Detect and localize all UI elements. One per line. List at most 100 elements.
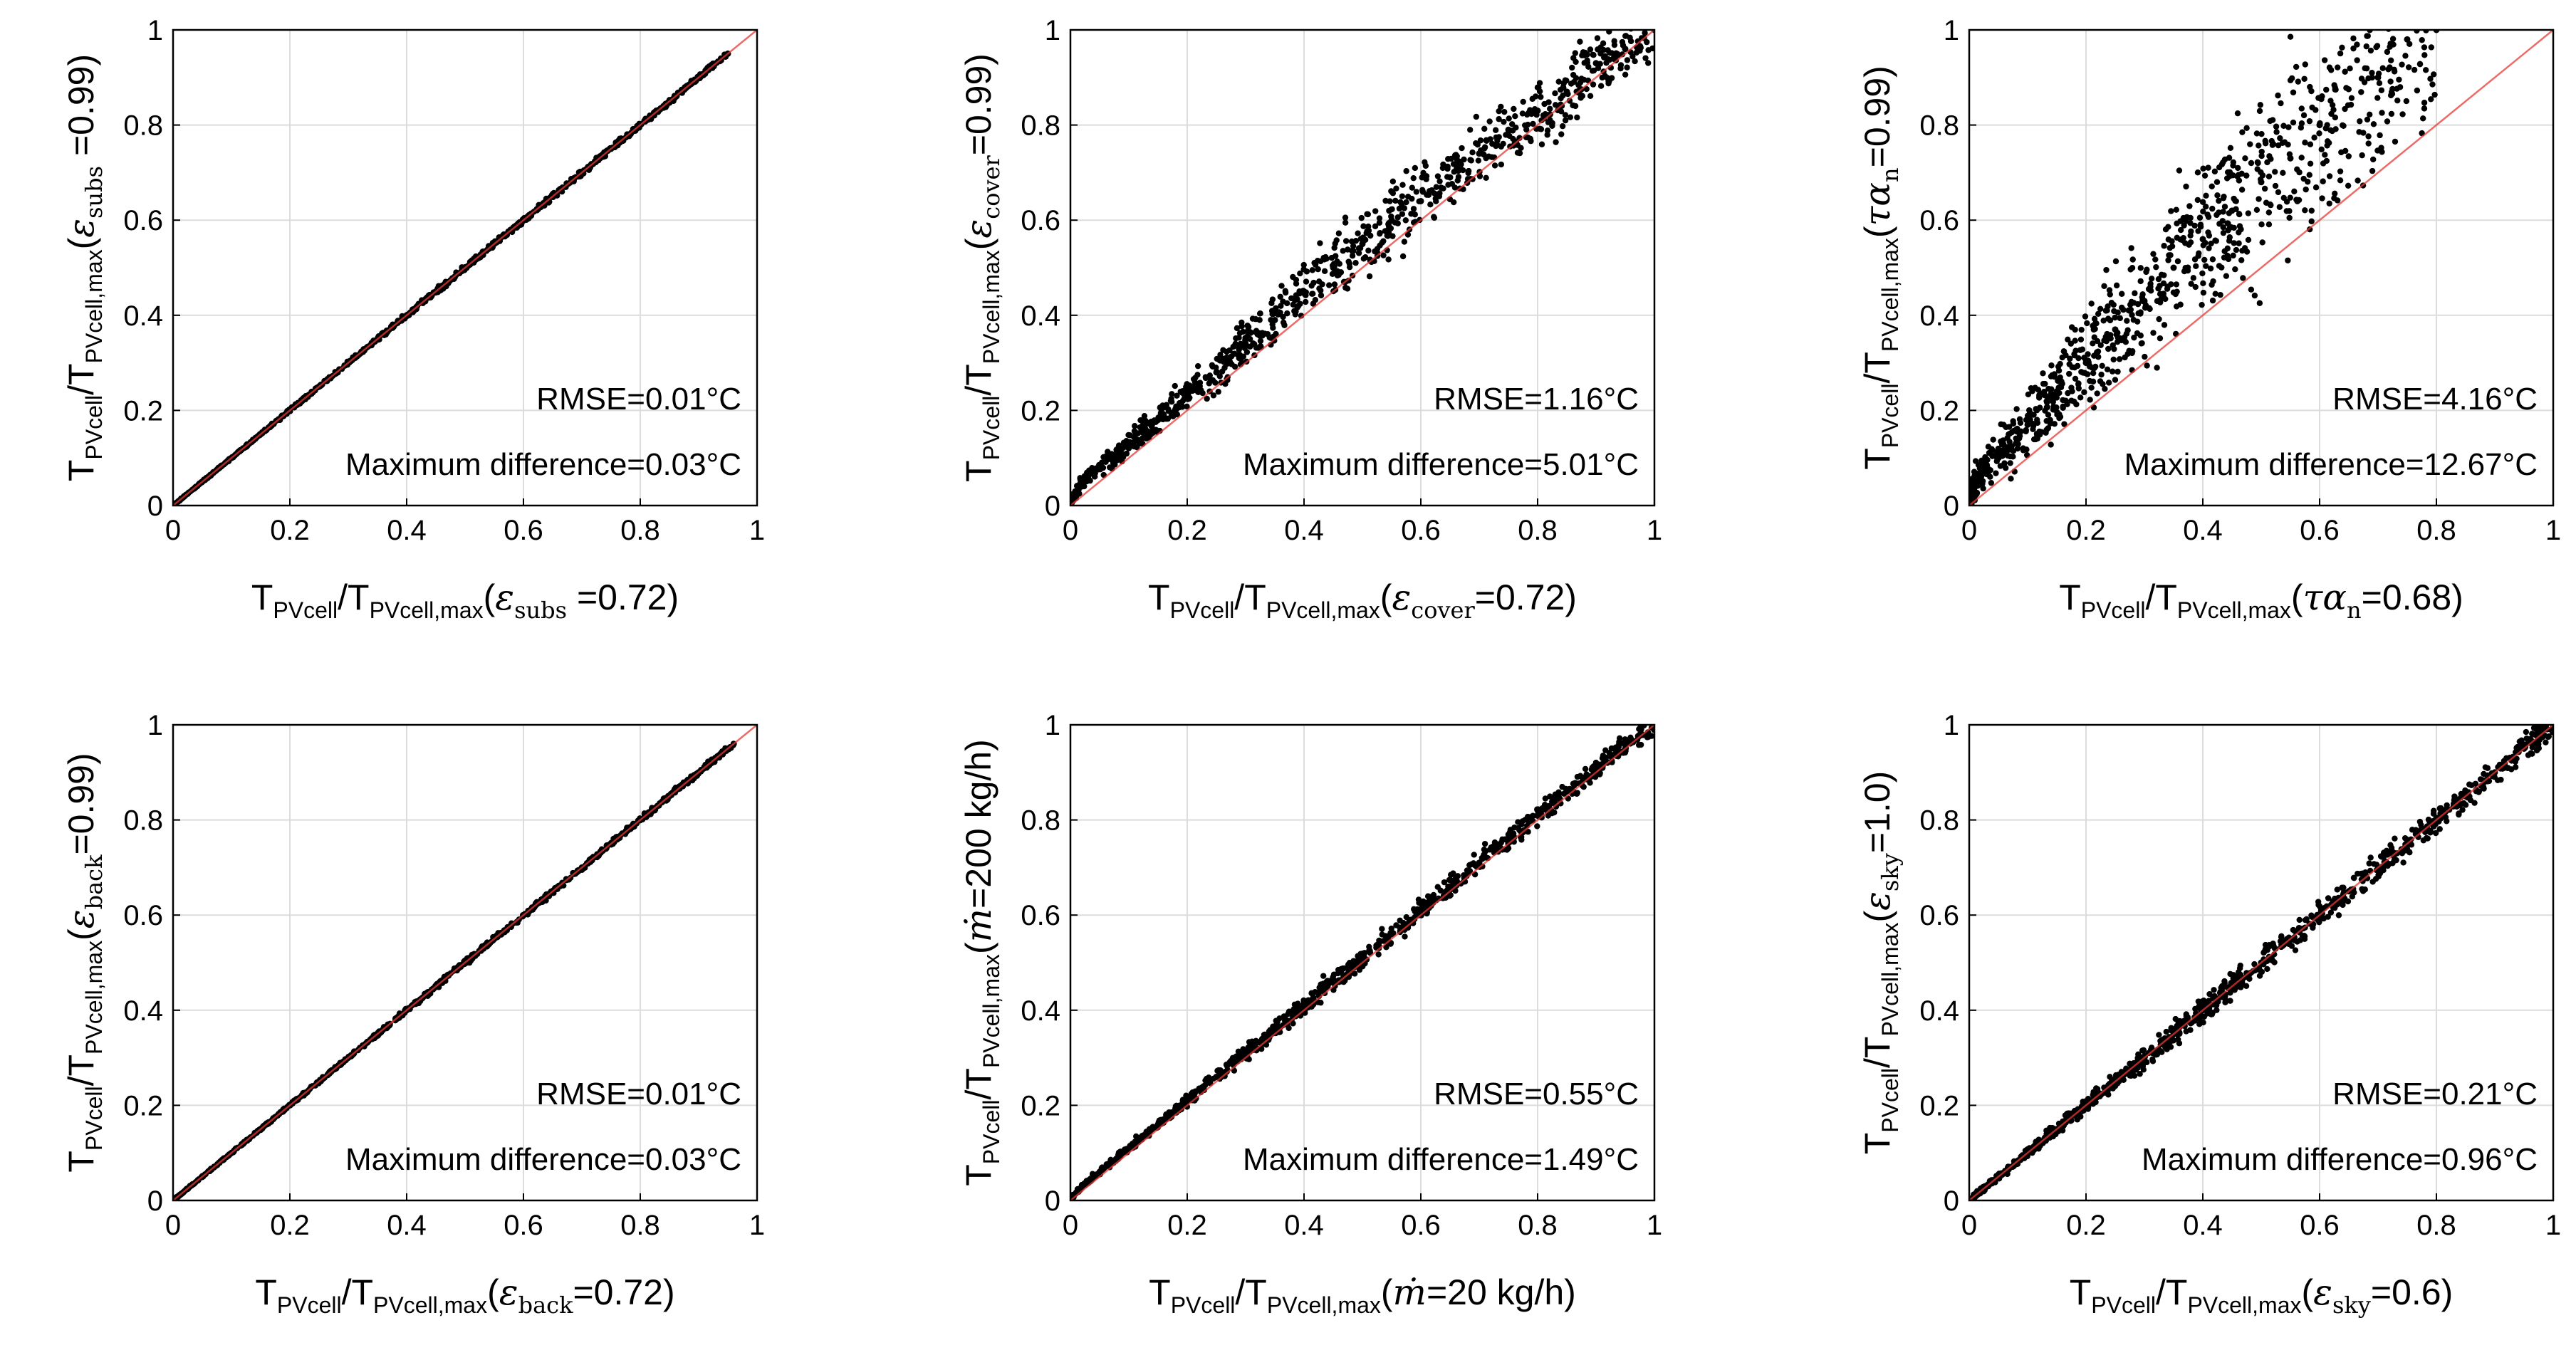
- scatter-point: [2107, 317, 2114, 324]
- ylabel-label-sub-pvcell: PVcell: [81, 395, 107, 460]
- scatter-point: [2278, 100, 2284, 107]
- scatter-point: [1385, 229, 1392, 236]
- scatter-point: [1399, 253, 1407, 260]
- scatter-point: [2305, 179, 2311, 185]
- scatter-point: [1536, 125, 1543, 132]
- scatter-point: [1433, 198, 1439, 204]
- ylabel-label-param-sub: back: [80, 854, 108, 909]
- scatter-point: [2308, 218, 2315, 225]
- scatter-point: [1530, 120, 1536, 127]
- scatter-point: [2432, 22, 2438, 28]
- scatter-point: [2113, 282, 2120, 289]
- scatter-point: [1544, 127, 1551, 134]
- scatter-point: [1542, 795, 1549, 802]
- scatter-point: [2051, 373, 2058, 380]
- scatter-point: [2257, 102, 2264, 108]
- scatter-point: [2543, 739, 2549, 745]
- scatter-point: [2316, 130, 2322, 137]
- scatter-point: [1245, 324, 1252, 330]
- scatter-point: [1196, 383, 1203, 389]
- scatter-point: [1367, 948, 1373, 955]
- panel-tau-alpha: 0 0.2 0.4 0.6 0.8 100.20.40.60.81RMSE=4.16°CM…: [1857, 15, 2561, 624]
- scatter-point: [2365, 133, 2372, 140]
- scatter-point: [2016, 434, 2023, 441]
- ylabel-label-param: ε: [958, 219, 999, 239]
- scatter-point: [2431, 91, 2438, 98]
- scatter-point: [2111, 308, 2117, 315]
- scatter-point: [1257, 342, 1264, 350]
- x-tick-label: 0.4: [1284, 1210, 1324, 1241]
- scatter-point: [2003, 424, 2009, 431]
- scatter-point: [1110, 452, 1117, 459]
- scatter-point: [2025, 391, 2032, 398]
- scatter-point: [2186, 203, 2193, 209]
- scatter-point: [1194, 362, 1201, 370]
- scatter-point: [2200, 289, 2207, 296]
- scatter-point: [2120, 306, 2127, 313]
- data-point: [1359, 241, 1366, 248]
- scatter-point: [2422, 67, 2429, 73]
- scatter-point: [1337, 269, 1345, 276]
- y-tick-label: 0.6: [123, 900, 163, 931]
- scatter-point: [2124, 327, 2131, 333]
- scatter-point: [2277, 135, 2283, 142]
- scatter-point: [2362, 65, 2368, 72]
- scatter-point: [1404, 231, 1412, 238]
- scatter-point: [2265, 221, 2273, 228]
- xlabel-label-param-sub: n: [2347, 597, 2362, 624]
- scatter-point: [1645, 47, 1652, 53]
- scatter-point: [1387, 941, 1394, 947]
- scatter-point: [2414, 87, 2421, 94]
- scatter-point: [2238, 257, 2245, 263]
- y-tick-label: 0.4: [123, 300, 163, 332]
- scatter-point: [2112, 377, 2119, 383]
- y-axis-label: TPVcell/TPVcell,max(εback=0.99): [61, 753, 108, 1172]
- data-point: [1078, 478, 1085, 486]
- y-tick-label: 0.2: [123, 395, 163, 426]
- scatter-point: [2081, 355, 2087, 361]
- scatter-point: [1617, 65, 1624, 72]
- scatter-point: [2206, 245, 2212, 251]
- scatter-point: [2199, 270, 2206, 277]
- scatter-point: [2280, 169, 2286, 176]
- scatter-point: [2364, 33, 2370, 39]
- scatter-point: [1179, 404, 1186, 410]
- scatter-point: [1346, 261, 1353, 267]
- scatter-point: [2262, 140, 2269, 147]
- xlabel-label-sub-pvcellmax: PVcell,max: [370, 597, 484, 623]
- scatter-point: [1090, 466, 1097, 473]
- ylabel-label-T: T: [1857, 448, 1897, 470]
- scatter-point: [2028, 384, 2035, 392]
- scatter-point: [2195, 228, 2201, 234]
- xlabel-label-slash-T: /T: [2145, 577, 2176, 617]
- scatter-point: [2097, 342, 2104, 349]
- scatter-point: [1358, 214, 1365, 221]
- ylabel-label-value: =200 kg/h): [959, 739, 998, 909]
- scatter-point: [1231, 350, 1237, 357]
- scatter-point: [2369, 167, 2376, 174]
- scatter-point: [2065, 336, 2071, 342]
- data-point: [1563, 788, 1570, 795]
- scatter-point: [2071, 398, 2077, 405]
- scatter-point: [1169, 1109, 1175, 1116]
- y-axis-label: TPVcell/TPVcell,max(ṁ=200 kg/h): [958, 739, 1004, 1186]
- scatter-point: [2200, 208, 2206, 215]
- scatter-point: [2345, 182, 2352, 189]
- scatter-point: [2137, 265, 2144, 271]
- ylabel-label-slash-T: /T: [61, 1054, 101, 1086]
- scatter-point: [2147, 305, 2153, 313]
- scatter-point: [1388, 188, 1394, 194]
- xlabel-label-T: T: [1149, 1272, 1171, 1312]
- scatter-point: [1634, 0, 1640, 4]
- scatter-point: [1540, 112, 1547, 119]
- y-tick-label: 0.8: [1021, 110, 1060, 142]
- scatter-point: [2268, 202, 2274, 209]
- data-point: [1505, 835, 1512, 842]
- xlabel-label-open-paren: (: [1381, 1272, 1393, 1312]
- data-point: [2316, 122, 2323, 129]
- scatter-point: [2105, 380, 2112, 386]
- scatter-point: [1342, 238, 1350, 244]
- x-tick-label: 1: [1647, 515, 1662, 546]
- scatter-point: [1282, 288, 1288, 294]
- scatter-point: [2197, 224, 2204, 230]
